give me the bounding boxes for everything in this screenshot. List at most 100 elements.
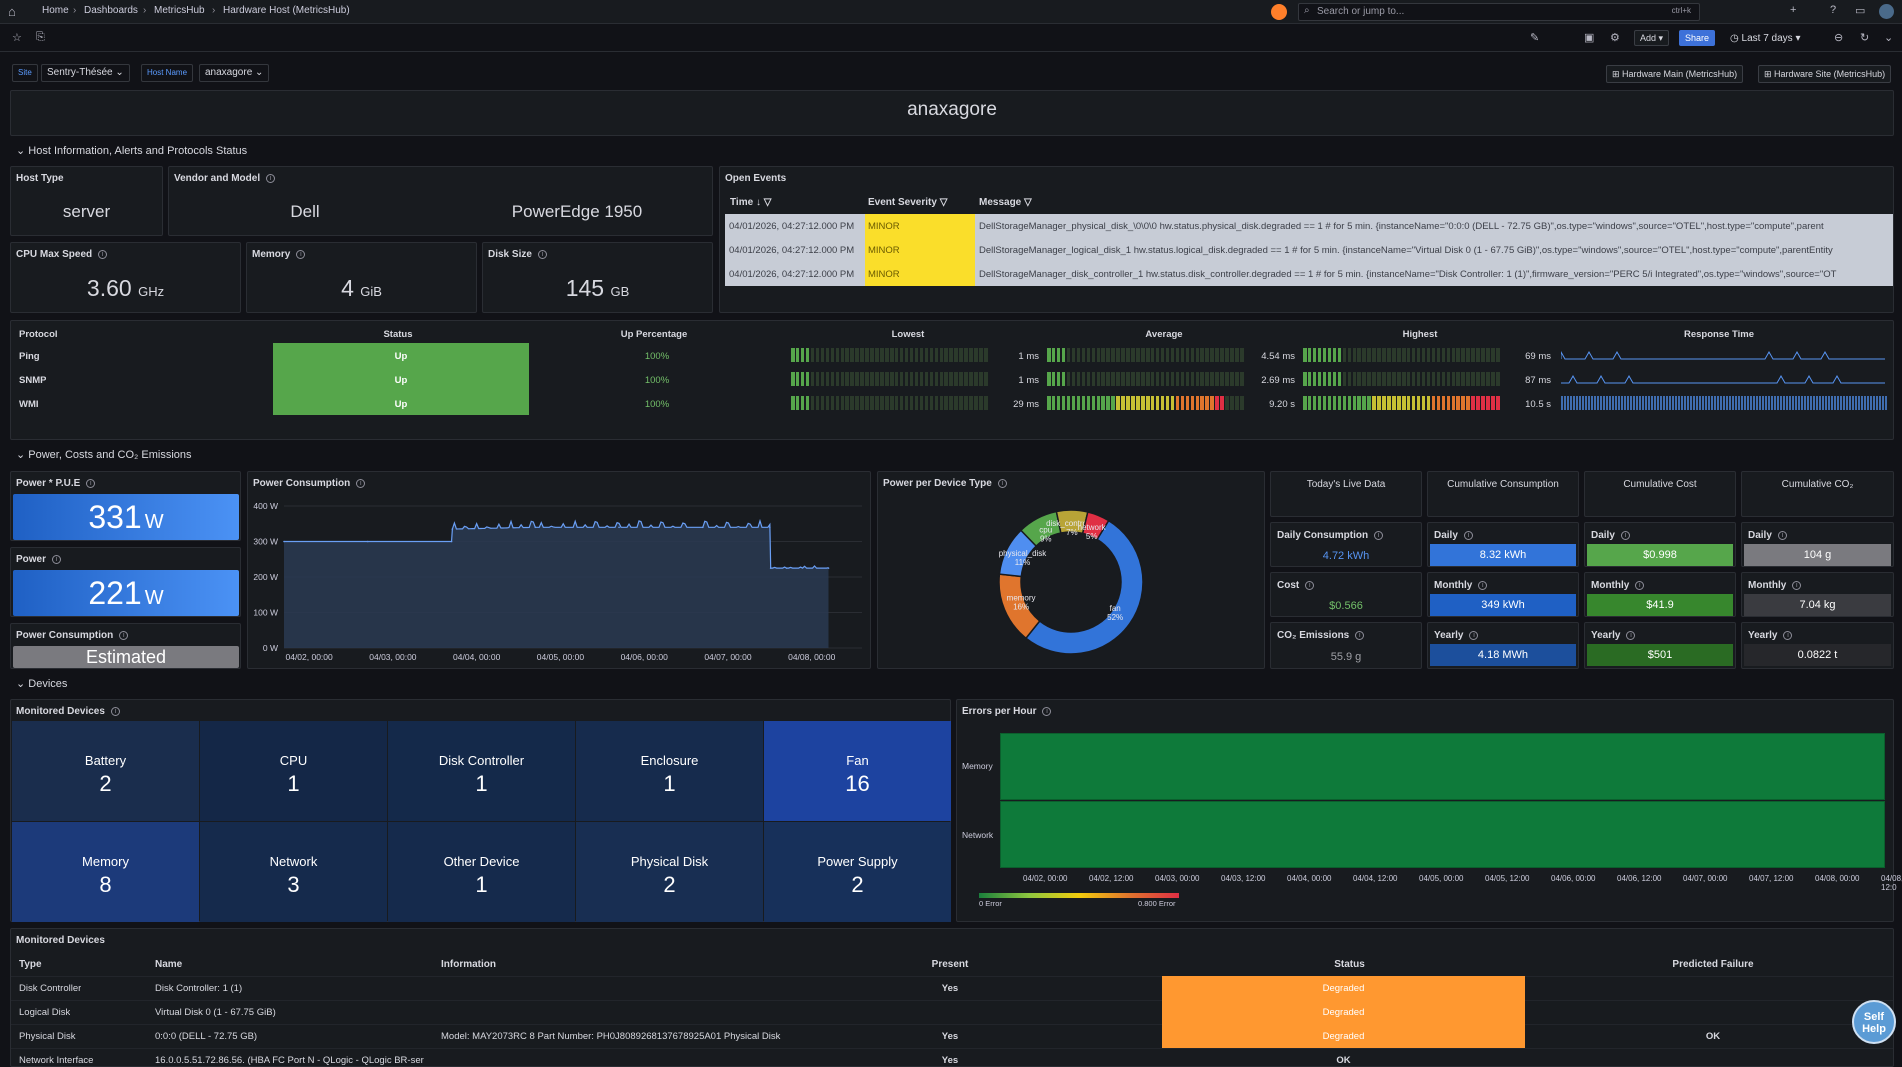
host-select[interactable]: anaxagore ⌄ bbox=[199, 64, 270, 82]
home-logo-icon[interactable]: ⌂ bbox=[8, 4, 16, 19]
section-host-info[interactable]: ⌄ Host Information, Alerts and Protocols… bbox=[16, 145, 248, 157]
protocol-column-header[interactable]: Lowest bbox=[891, 329, 925, 340]
info-icon[interactable]: i bbox=[537, 250, 547, 259]
info-icon[interactable]: i bbox=[1478, 581, 1488, 590]
device-tile-battery[interactable]: Battery 2 bbox=[12, 721, 199, 821]
protocol-column-header[interactable]: Status bbox=[383, 329, 413, 340]
save-icon[interactable]: ▣ bbox=[1584, 32, 1595, 44]
device-present: Yes bbox=[941, 1031, 959, 1042]
section-devices[interactable]: ⌄ Devices bbox=[16, 678, 68, 690]
share-button[interactable]: Share bbox=[1679, 30, 1716, 46]
news-icon[interactable] bbox=[1271, 4, 1287, 20]
gauge-segment bbox=[1190, 396, 1195, 410]
protocol-column-header[interactable]: Highest bbox=[1402, 329, 1438, 340]
device-tile-physical-disk[interactable]: Physical Disk 2 bbox=[576, 822, 763, 922]
device-table-column-header[interactable]: Information bbox=[441, 959, 496, 970]
panel-title: Power Consumption i bbox=[253, 478, 366, 489]
chevron-down-icon[interactable]: ⌄ bbox=[1884, 32, 1894, 44]
donut-slice-network[interactable] bbox=[1081, 511, 1110, 541]
device-tile-power-supply[interactable]: Power Supply 2 bbox=[764, 822, 951, 922]
heatmap-row-network[interactable] bbox=[1000, 801, 1885, 868]
plus-icon[interactable]: + bbox=[1790, 4, 1797, 16]
series-line-power[interactable] bbox=[284, 518, 829, 569]
donut-slice-fan[interactable] bbox=[1024, 519, 1144, 655]
device-table-column-header[interactable]: Present bbox=[931, 959, 969, 970]
gauge-segment bbox=[1431, 372, 1436, 386]
protocol-column-header[interactable]: Average bbox=[1145, 329, 1183, 340]
info-icon[interactable]: i bbox=[1463, 531, 1473, 540]
info-icon[interactable]: i bbox=[1042, 707, 1052, 716]
info-icon[interactable]: i bbox=[110, 707, 120, 716]
info-icon[interactable]: i bbox=[1783, 631, 1793, 640]
news-feed-icon[interactable]: ▭ bbox=[1855, 5, 1866, 17]
device-table-row[interactable] bbox=[11, 1000, 1893, 1024]
device-table-column-header[interactable]: Status bbox=[1334, 959, 1365, 970]
gauge-segment bbox=[1377, 372, 1381, 386]
device-tile-network[interactable]: Network 3 bbox=[200, 822, 387, 922]
info-icon[interactable]: i bbox=[119, 631, 129, 640]
breadcrumb-metricshub[interactable]: MetricsHub bbox=[154, 5, 205, 16]
self-help-button[interactable]: Self Help bbox=[1852, 1000, 1896, 1044]
info-icon[interactable]: i bbox=[296, 250, 306, 259]
device-table-row[interactable] bbox=[11, 976, 1893, 1000]
device-tile-enclosure[interactable]: Enclosure 1 bbox=[576, 721, 763, 821]
device-tile-other-device[interactable]: Other Device 1 bbox=[388, 822, 575, 922]
info-icon[interactable]: i bbox=[1469, 631, 1479, 640]
protocol-column-header[interactable]: Up Percentage bbox=[620, 329, 688, 340]
response-time-sparkline[interactable] bbox=[1561, 394, 1887, 412]
protocol-column-header[interactable]: Response Time bbox=[1683, 329, 1755, 340]
info-icon[interactable]: i bbox=[1635, 581, 1645, 590]
device-table-row[interactable] bbox=[11, 1024, 1893, 1048]
add-button[interactable]: Add ▾ bbox=[1634, 30, 1670, 46]
info-icon[interactable]: i bbox=[52, 555, 62, 564]
device-table-row[interactable] bbox=[11, 1048, 1893, 1066]
device-table-column-header[interactable]: Type bbox=[19, 959, 42, 970]
device-tile-cpu[interactable]: CPU 1 bbox=[200, 721, 387, 821]
device-table-column-header[interactable]: Name bbox=[155, 959, 183, 970]
column-header-message[interactable]: Message ▽ bbox=[979, 197, 1032, 208]
help-icon[interactable]: ? bbox=[1830, 4, 1837, 16]
info-icon[interactable]: i bbox=[1792, 581, 1802, 590]
info-icon[interactable]: i bbox=[356, 479, 366, 488]
time-range-picker[interactable]: ◷ Last 7 days ▾ bbox=[1730, 33, 1801, 44]
heatmap-row-memory[interactable] bbox=[1000, 733, 1885, 800]
column-header-time[interactable]: Time ↓ ▽ bbox=[730, 197, 772, 208]
protocol-column-header[interactable]: Protocol bbox=[19, 329, 58, 340]
device-tile-disk-controller[interactable]: Disk Controller 1 bbox=[388, 721, 575, 821]
info-icon[interactable]: i bbox=[86, 479, 96, 488]
column-header-severity[interactable]: Event Severity ▽ bbox=[868, 197, 948, 208]
info-icon[interactable]: i bbox=[1620, 531, 1630, 540]
response-time-sparkline[interactable] bbox=[1561, 370, 1887, 388]
response-time-sparkline[interactable] bbox=[1561, 346, 1887, 364]
share-link-icon[interactable]: ⎘ bbox=[36, 31, 45, 43]
info-icon[interactable]: i bbox=[1355, 631, 1365, 640]
device-table-column-header[interactable]: Predicted Failure bbox=[1672, 959, 1754, 970]
info-icon[interactable]: i bbox=[1626, 631, 1636, 640]
link-hardware-main[interactable]: ⊞ Hardware Main (MetricsHub) bbox=[1606, 65, 1744, 83]
star-icon[interactable]: ☆ bbox=[12, 32, 22, 44]
breadcrumb-home[interactable]: Home bbox=[42, 5, 69, 16]
info-icon[interactable]: i bbox=[1305, 581, 1315, 590]
zoom-out-icon[interactable]: ⊖ bbox=[1834, 32, 1844, 44]
info-icon[interactable]: i bbox=[98, 250, 108, 259]
refresh-icon[interactable]: ↻ bbox=[1860, 32, 1870, 44]
avatar[interactable] bbox=[1879, 4, 1894, 19]
info-icon[interactable]: i bbox=[1374, 531, 1384, 540]
edit-icon[interactable]: ✎ bbox=[1530, 32, 1540, 44]
gauge-segment bbox=[1155, 348, 1160, 362]
device-tile-fan[interactable]: Fan 16 bbox=[764, 721, 951, 821]
breadcrumb-dashboards[interactable]: Dashboards bbox=[84, 5, 138, 16]
info-icon[interactable]: i bbox=[997, 479, 1007, 488]
info-icon[interactable]: i bbox=[1777, 531, 1787, 540]
section-power[interactable]: ⌄ Power, Costs and CO₂ Emissions bbox=[16, 449, 192, 461]
site-select[interactable]: Sentry-Thésée ⌄ bbox=[41, 64, 130, 82]
link-hardware-site[interactable]: ⊞ Hardware Site (MetricsHub) bbox=[1758, 65, 1892, 83]
info-icon[interactable]: i bbox=[266, 174, 276, 183]
power-consumption-chart[interactable]: 0 W 100 W 200 W 300 W 400 W 04/02, 00:00 04/03… bbox=[248, 472, 870, 668]
device-tile-memory[interactable]: Memory 8 bbox=[12, 822, 199, 922]
gauge-segment bbox=[1441, 396, 1446, 410]
settings-gear-icon[interactable]: ⚙ bbox=[1610, 32, 1620, 44]
search-input[interactable]: ⌕ Search or jump to... ctrl+k bbox=[1298, 3, 1700, 21]
severity-cell bbox=[865, 238, 975, 262]
